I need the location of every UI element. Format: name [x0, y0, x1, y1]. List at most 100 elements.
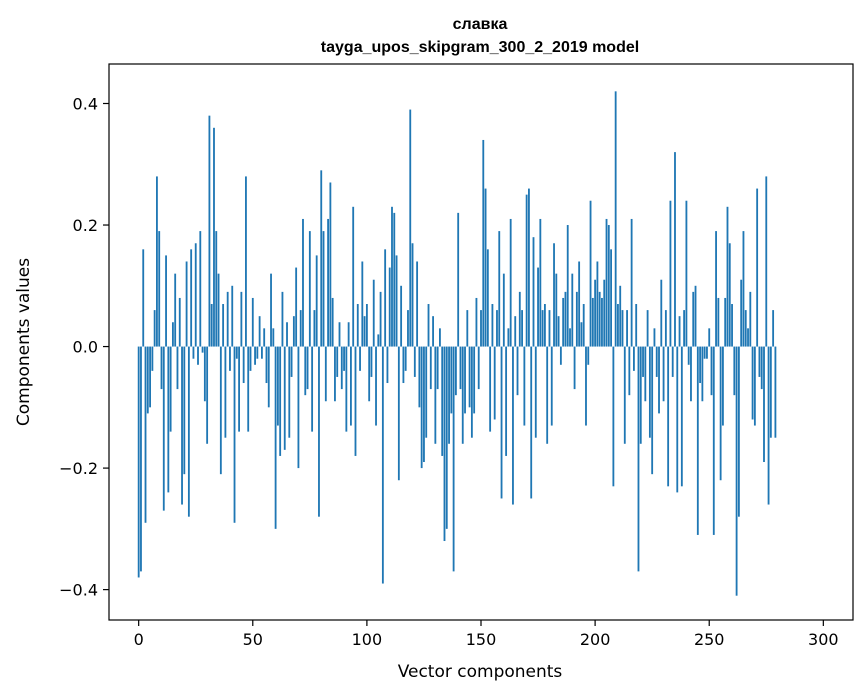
bar-82 — [324, 346, 327, 402]
bar-2 — [142, 249, 145, 347]
bar-114 — [397, 346, 400, 481]
bar-167 — [518, 291, 521, 347]
y-axis: −0.4 −0.2 0.0 0.2 0.4 — [59, 94, 109, 600]
bar-110 — [388, 267, 391, 347]
x-tick-label: 100 — [352, 630, 383, 649]
bar-170 — [525, 194, 528, 347]
bar-47 — [245, 176, 247, 347]
bar-159 — [500, 346, 503, 499]
bar-137 — [450, 346, 453, 414]
bar-6 — [151, 346, 154, 371]
bar-54 — [261, 346, 263, 359]
bar-49 — [249, 346, 252, 371]
bar-131 — [436, 346, 439, 390]
bar-248 — [703, 346, 706, 359]
bar-268 — [749, 291, 752, 347]
bar-72 — [302, 218, 304, 347]
bar-67 — [290, 346, 293, 377]
bar-235 — [674, 152, 676, 347]
bar-46 — [242, 346, 245, 384]
bar-219 — [637, 346, 640, 572]
bar-99 — [363, 316, 366, 347]
bar-134 — [443, 346, 446, 542]
bar-138 — [452, 346, 455, 572]
bar-254 — [717, 297, 720, 347]
bar-169 — [523, 346, 526, 426]
bar-130 — [434, 346, 437, 444]
bar-90 — [343, 346, 345, 371]
bar-39 — [226, 291, 229, 347]
bar-168 — [521, 310, 523, 347]
bar-173 — [532, 237, 535, 347]
bar-247 — [701, 346, 704, 402]
bar-240 — [685, 200, 688, 347]
bar-113 — [395, 255, 398, 347]
bar-232 — [667, 346, 670, 487]
bar-71 — [299, 310, 302, 347]
bar-10 — [160, 346, 163, 390]
x-axis-label: Vector components — [398, 662, 563, 682]
bar-191 — [573, 346, 576, 390]
bar-218 — [635, 304, 638, 347]
bar-112 — [393, 212, 396, 347]
bar-243 — [692, 291, 695, 347]
bar-256 — [722, 346, 724, 426]
bar-11 — [162, 346, 165, 511]
bar-91 — [345, 346, 348, 432]
bar-233 — [669, 200, 672, 347]
bar-153 — [486, 249, 489, 347]
bar-48 — [247, 346, 250, 432]
y-tick-label: 0.0 — [73, 338, 98, 357]
bar-129 — [432, 316, 434, 347]
x-tick-label: 150 — [466, 630, 497, 649]
bar-116 — [402, 346, 405, 384]
bar-217 — [633, 346, 635, 371]
bar-32 — [210, 304, 213, 347]
bar-229 — [660, 279, 663, 347]
bar-122 — [416, 261, 419, 347]
bar-53 — [258, 316, 261, 347]
bar-231 — [664, 310, 667, 347]
bar-257 — [724, 297, 727, 347]
bar-181 — [550, 346, 553, 426]
bar-118 — [407, 310, 409, 347]
bar-202 — [598, 291, 601, 347]
bar-210 — [617, 304, 619, 347]
bar-265 — [742, 231, 745, 347]
x-tick-label: 50 — [243, 630, 263, 649]
bar-155 — [491, 304, 494, 347]
bar-12 — [165, 255, 167, 347]
bar-55 — [263, 328, 266, 347]
bar-148 — [475, 297, 478, 347]
bar-13 — [167, 346, 170, 493]
bar-152 — [484, 188, 487, 347]
bar-180 — [548, 310, 551, 347]
bar-174 — [534, 346, 537, 438]
bar-37 — [222, 304, 225, 347]
bar-142 — [461, 346, 464, 444]
bar-245 — [696, 346, 699, 535]
bar-5 — [149, 346, 151, 408]
y-tick-label: −0.4 — [59, 581, 98, 600]
bar-56 — [265, 346, 268, 384]
bar-97 — [359, 346, 361, 371]
bar-125 — [423, 346, 425, 463]
bar-144 — [466, 310, 469, 347]
y-tick-label: 0.2 — [73, 216, 98, 235]
x-tick-label: 300 — [808, 630, 839, 649]
bar-271 — [756, 188, 759, 347]
bar-63 — [281, 291, 284, 347]
bar-273 — [760, 346, 763, 390]
bar-269 — [751, 346, 754, 420]
bar-166 — [516, 346, 519, 396]
bar-123 — [418, 346, 421, 408]
bar-241 — [687, 346, 690, 365]
bar-29 — [203, 346, 206, 402]
bar-31 — [208, 115, 211, 347]
bar-106 — [379, 291, 382, 347]
bar-100 — [365, 304, 368, 347]
bar-146 — [470, 346, 473, 438]
bar-20 — [183, 346, 186, 475]
bar-215 — [628, 346, 631, 396]
bar-251 — [710, 346, 713, 396]
